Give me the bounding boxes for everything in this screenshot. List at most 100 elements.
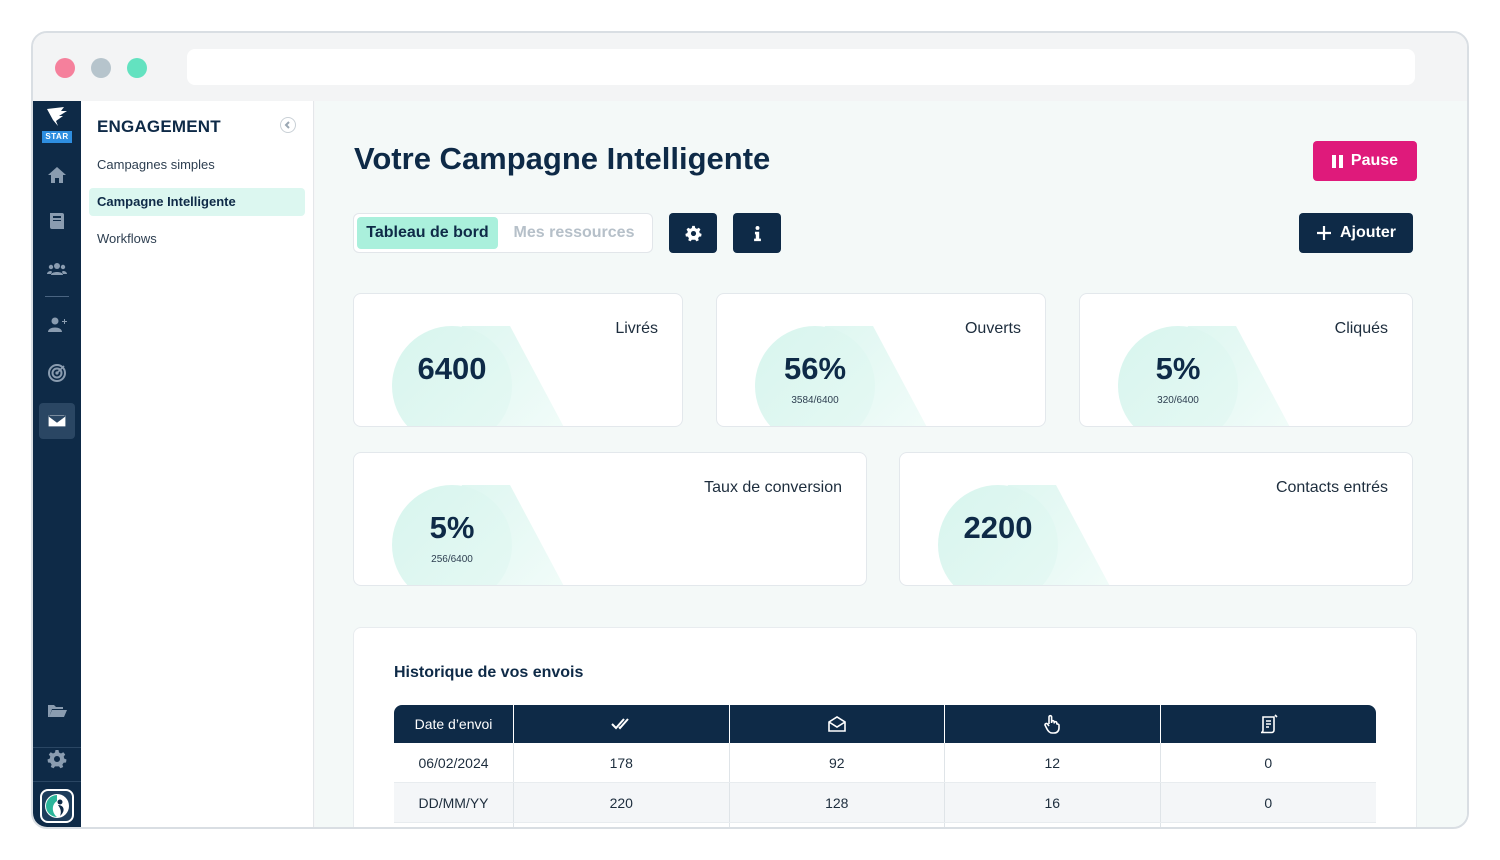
sidebar: ENGAGEMENT Campagnes simples Campagne In… (81, 101, 314, 827)
settings-button[interactable] (669, 213, 717, 253)
table-cell (514, 823, 730, 827)
sidebar-item-workflows[interactable]: Workflows (97, 231, 157, 246)
stat-value: 56% (783, 351, 847, 386)
stat-sub: 256/6400 (431, 554, 473, 565)
book-icon (50, 213, 64, 229)
sidebar-item-campagne-intelligente[interactable]: Campagne Intelligente (89, 188, 305, 216)
rail-divider (45, 296, 69, 297)
address-bar[interactable] (187, 49, 1415, 85)
stat-value: 6400 (417, 351, 487, 386)
card-decoration-circle (392, 326, 512, 426)
home-icon (48, 167, 66, 183)
history-title: Historique de vos envois (394, 664, 584, 681)
table-cell (945, 823, 1161, 827)
table-cell: 0 (1264, 794, 1273, 811)
gear-icon (684, 225, 702, 241)
collapse-sidebar-button[interactable] (280, 117, 296, 133)
rail-divider-bottom (33, 747, 81, 748)
stat-card-ouverts: Ouverts 56% 3584/6400 (716, 293, 1046, 427)
pointer-hand-icon (1044, 714, 1061, 734)
info-button[interactable] (733, 213, 781, 253)
double-check-icon (611, 718, 629, 730)
history-table: Date d’envoi 06/02/2024 (394, 705, 1377, 827)
column-header-date[interactable]: Date d’envoi (394, 705, 514, 743)
tab-mes-ressources[interactable]: Mes ressources (513, 224, 635, 241)
table-header: Date d’envoi (394, 705, 1376, 743)
page-title: Votre Campagne Intelligente (354, 141, 771, 176)
add-button-label: Ajouter (1340, 224, 1396, 241)
table-cell: 220 (514, 783, 730, 822)
rail-home[interactable] (39, 157, 75, 193)
stat-label: Cliqués (1334, 320, 1388, 337)
table-cell: 12 (945, 743, 1161, 782)
table-cell: 06/02/2024 (394, 743, 514, 782)
card-decoration-circle (392, 485, 512, 585)
user-avatar[interactable] (40, 789, 74, 823)
table-cell (1161, 823, 1377, 827)
table-row[interactable] (394, 823, 1377, 827)
table-cell: 128 (730, 783, 945, 822)
stat-sub: 3584/6400 (791, 395, 839, 406)
stat-card-livres: Livrés 6400 (353, 293, 683, 427)
rail-settings[interactable] (39, 741, 75, 777)
card-decoration-circle (938, 485, 1058, 585)
table-cell: 0 (1264, 754, 1273, 771)
bird-logo-icon (47, 107, 67, 126)
stat-value: 2200 (963, 510, 1033, 545)
rail-user-add[interactable] (39, 307, 75, 343)
rail-email[interactable] (39, 403, 75, 439)
rail-divider-avatar (33, 781, 81, 782)
card-decoration-circle (1118, 326, 1238, 426)
card-decoration-circle (755, 326, 875, 426)
form-icon (1261, 714, 1278, 734)
stat-label: Contacts entrés (1275, 479, 1388, 496)
envelope-icon (47, 414, 67, 428)
table-cell (394, 823, 514, 827)
stat-card-taux-conversion: Taux de conversion 5% 256/6400 (353, 452, 867, 586)
column-header-forms[interactable] (1161, 705, 1377, 743)
add-button[interactable]: Ajouter (1299, 213, 1413, 253)
rail-folder[interactable] (39, 693, 75, 729)
folder-open-icon (48, 705, 67, 717)
sidebar-item-campagnes-simples[interactable]: Campagnes simples (97, 157, 215, 172)
table-cell: 178 (514, 743, 730, 782)
table-cell (730, 823, 945, 827)
info-icon (753, 225, 761, 241)
stat-value: 5% (1155, 351, 1201, 386)
table-row[interactable]: DD/MM/YY 220 128 16 0 (394, 783, 1376, 823)
plus-icon (1317, 226, 1331, 240)
pause-icon (1331, 154, 1343, 168)
view-tabs: Tableau de bord Mes ressources (353, 213, 653, 253)
browser-window: STAR (31, 31, 1469, 829)
tab-tableau-de-bord[interactable]: Tableau de bord (357, 217, 498, 249)
brand-tag: STAR (42, 131, 72, 143)
users-icon (47, 263, 67, 275)
stat-card-contacts-entres: Contacts entrés 2200 (899, 452, 1413, 586)
gear-icon (47, 750, 67, 769)
rail-book[interactable] (39, 203, 75, 239)
brand-logo[interactable]: STAR (39, 107, 75, 145)
stat-label: Taux de conversion (704, 479, 842, 496)
stat-value: 5% (429, 510, 475, 545)
column-header-opened[interactable] (730, 705, 945, 743)
sidebar-title: ENGAGEMENT (97, 117, 221, 136)
pause-button[interactable]: Pause (1313, 141, 1417, 181)
table-row[interactable]: 06/02/2024 178 92 12 0 (394, 743, 1376, 783)
main-content: Votre Campagne Intelligente Pause Tablea… (315, 101, 1467, 827)
browser-titlebar (33, 33, 1467, 101)
stat-label: Ouverts (964, 320, 1021, 337)
rail-users[interactable] (39, 251, 75, 287)
chevron-left-icon (284, 121, 290, 129)
column-header-clicked[interactable] (945, 705, 1161, 743)
minimize-window-dot[interactable] (91, 58, 111, 78)
maximize-window-dot[interactable] (127, 58, 147, 78)
rail-target[interactable] (39, 355, 75, 391)
stat-label: Livrés (615, 320, 658, 337)
close-window-dot[interactable] (55, 58, 75, 78)
table-cell: 92 (730, 743, 945, 782)
column-header-delivered[interactable] (514, 705, 730, 743)
stat-sub: 320/6400 (1157, 395, 1199, 406)
table-cell: 16 (945, 783, 1161, 822)
history-panel: Historique de vos envois Date d’envoi (353, 627, 1417, 827)
pause-button-label: Pause (1350, 152, 1399, 169)
